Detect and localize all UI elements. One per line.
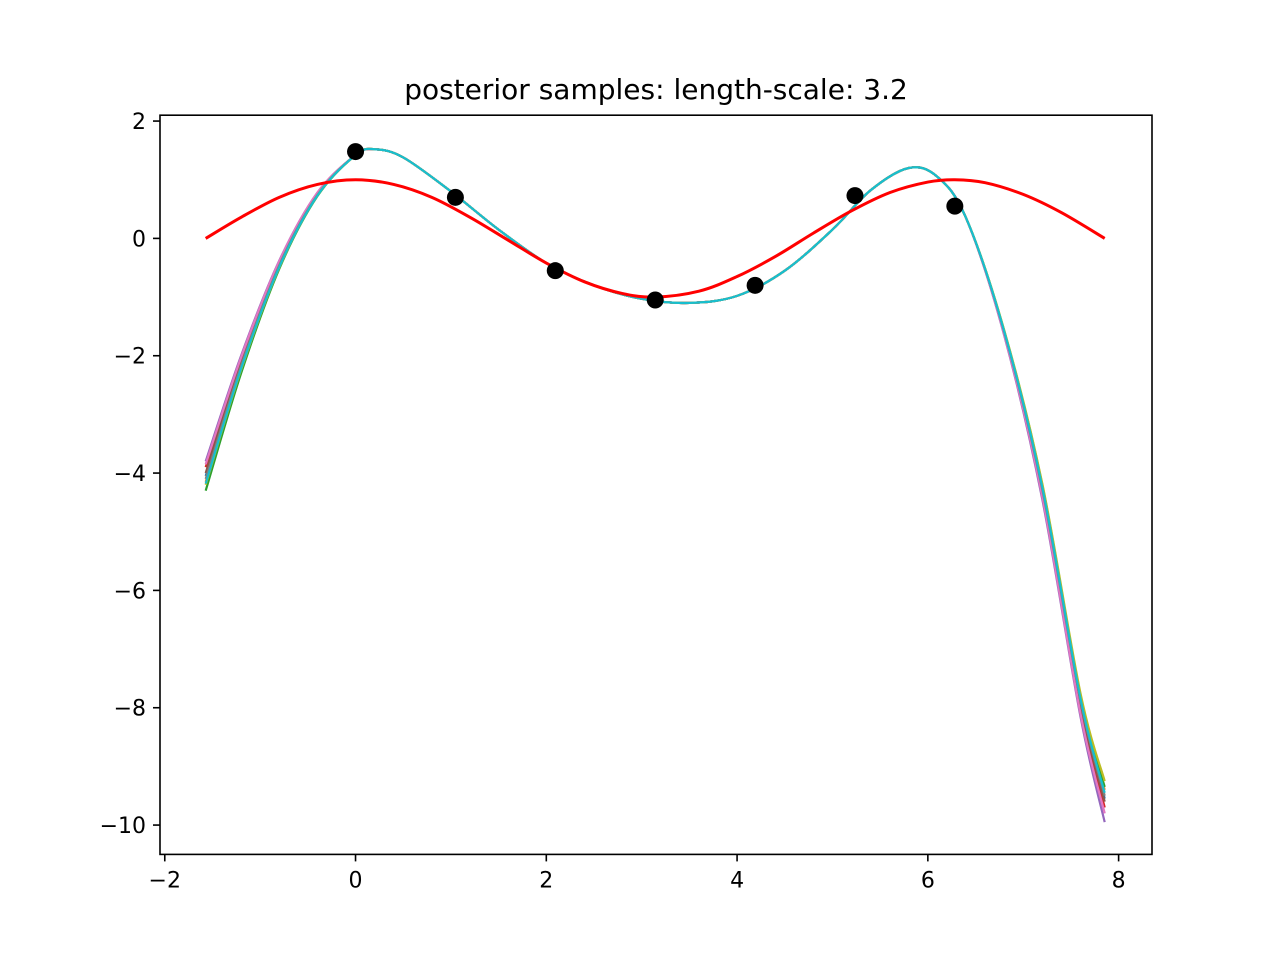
observation-point xyxy=(347,143,365,161)
y-tick-label: 2 xyxy=(132,110,146,135)
observation-point xyxy=(846,187,864,205)
y-tick-label: 0 xyxy=(132,227,146,252)
x-tick-label: 0 xyxy=(349,868,363,893)
y-tick-label: −4 xyxy=(114,462,146,487)
x-tick-label: −2 xyxy=(149,868,181,893)
y-tick-label: −8 xyxy=(114,697,146,722)
y-axis: 2 0 −2 −4 −6 −8 −10 xyxy=(100,110,160,839)
y-tick-label: −2 xyxy=(114,345,146,370)
y-tick-label: −6 xyxy=(114,579,146,604)
x-tick-label: 8 xyxy=(1112,868,1126,893)
x-tick-label: 6 xyxy=(921,868,935,893)
x-tick-label: 4 xyxy=(730,868,744,893)
observation-point xyxy=(546,262,564,280)
x-tick-label: 2 xyxy=(539,868,553,893)
observation-point xyxy=(946,197,964,215)
x-axis: −2 0 2 4 6 8 xyxy=(149,854,1126,893)
plot-area xyxy=(204,143,1106,823)
observation-point xyxy=(446,188,464,206)
chart-title: posterior samples: length-scale: 3.2 xyxy=(404,73,908,106)
sample-line-10 xyxy=(204,147,1106,794)
observation-point xyxy=(646,291,664,309)
observation-point xyxy=(746,276,764,294)
axes-frame xyxy=(159,114,1153,856)
y-tick-label: −10 xyxy=(100,814,146,839)
